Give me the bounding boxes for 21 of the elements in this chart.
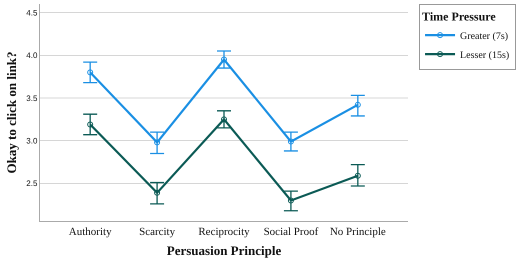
x-tick-label: Authority bbox=[68, 226, 112, 238]
x-tick-label: No Principle bbox=[330, 226, 386, 238]
x-tick-label: Social Proof bbox=[264, 226, 319, 238]
x-tick-label: Reciprocity bbox=[198, 226, 250, 238]
point bbox=[154, 190, 160, 196]
legend-label: Lesser (15s) bbox=[460, 50, 510, 61]
y-axis-title: Okay to click on link? bbox=[4, 51, 20, 174]
point bbox=[154, 139, 160, 146]
y-tick-label: 2.5 bbox=[26, 179, 38, 188]
point bbox=[87, 69, 94, 76]
legend-title: Time Pressure bbox=[422, 10, 496, 24]
y-tick-label: 4.0 bbox=[26, 51, 38, 60]
point bbox=[354, 172, 361, 179]
legend-label: Greater (7s) bbox=[460, 31, 508, 42]
point bbox=[354, 102, 361, 108]
y-tick-label: 3.5 bbox=[26, 94, 38, 103]
x-tick-label: Scarcity bbox=[139, 226, 176, 238]
x-axis-title: Persuasion Principle bbox=[166, 242, 282, 258]
point bbox=[87, 121, 94, 128]
y-tick-label: 4.5 bbox=[26, 8, 38, 18]
y-tick-label: 3.0 bbox=[26, 136, 38, 146]
